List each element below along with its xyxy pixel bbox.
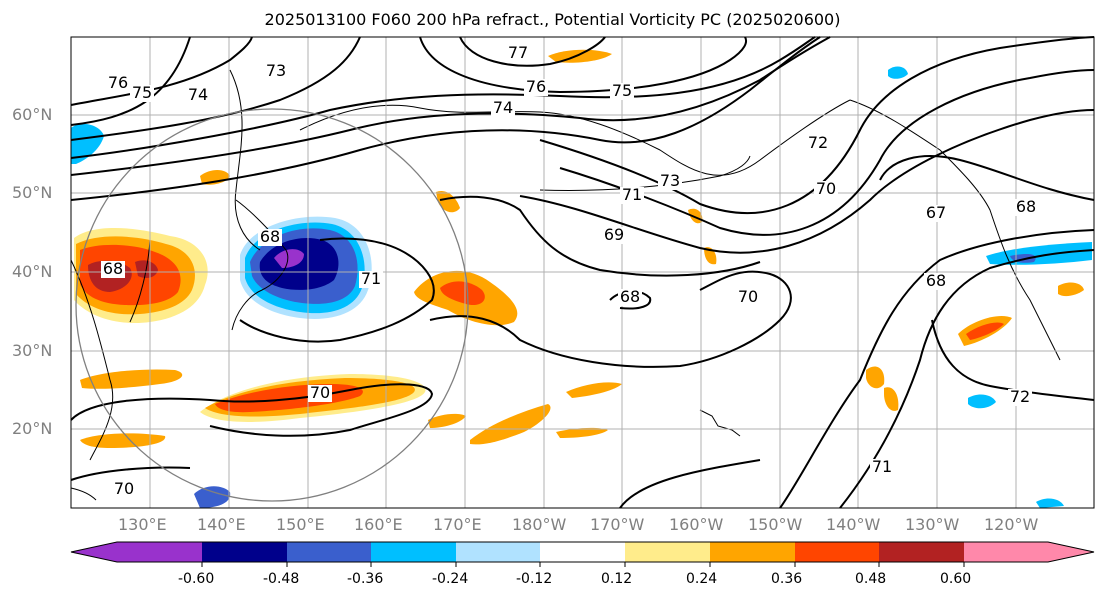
contour-label: 76 <box>526 77 546 96</box>
colorbar-tick-label: 0.60 <box>940 571 972 587</box>
latitude-label: 20°N <box>12 419 53 438</box>
contour-label: 68 <box>260 227 280 246</box>
contour-label-bg <box>1008 389 1032 406</box>
contour-label: 71 <box>872 457 892 476</box>
longitude-label: 140°W <box>826 515 881 534</box>
range-ring <box>75 108 469 502</box>
contour-label: 69 <box>604 225 624 244</box>
contour-label-bg <box>870 459 894 476</box>
colorbar-segment <box>879 542 964 562</box>
longitude-label: 160°E <box>354 515 403 534</box>
contour-label: 70 <box>310 383 330 402</box>
colorbar-tick-label: 0.36 <box>771 571 803 587</box>
longitude-label: 130°E <box>118 515 167 534</box>
contour-label-bg <box>924 205 948 222</box>
latitude-label: 60°N <box>12 105 53 124</box>
contour-label-bg <box>491 100 515 117</box>
longitude-label: 160°W <box>669 515 724 534</box>
contour-label: 72 <box>1010 387 1030 406</box>
colorbar-tick-label: 0.12 <box>601 571 633 587</box>
contour-label: 68 <box>1016 197 1036 216</box>
colorbar <box>70 541 1095 567</box>
colorbar-segment <box>540 542 625 562</box>
contour-label-bg <box>130 85 154 102</box>
colorbar-tick-label: -0.60 <box>178 571 215 587</box>
colorbar-tick-label: -0.36 <box>347 571 384 587</box>
contour-label-bg <box>620 187 644 204</box>
colorbar-segment <box>117 542 202 562</box>
colorbar-segment <box>795 542 879 562</box>
contour-label-bg <box>258 229 282 246</box>
colorbar-segment <box>371 542 456 562</box>
plot-frame <box>70 36 1095 509</box>
latitude-label: 50°N <box>12 183 53 202</box>
contour-label: 75 <box>612 81 632 100</box>
colorbar-tick-label: 0.48 <box>855 571 887 587</box>
contour-label: 76 <box>108 73 128 92</box>
colorbar-segment <box>287 542 371 562</box>
colorbar-segment <box>202 542 287 562</box>
longitude-label: 130°W <box>905 515 960 534</box>
colorbar-tick-label: 0.24 <box>686 571 718 587</box>
contour-label: 74 <box>493 98 513 117</box>
contour-label-bg <box>106 75 130 92</box>
colorbar-min-extend <box>71 542 117 562</box>
contour-label-bg <box>359 271 383 288</box>
colorbar-max-extend <box>1048 542 1094 562</box>
longitude-label: 170°E <box>433 515 482 534</box>
contour-label: 70 <box>816 179 836 198</box>
contour-label-bg <box>618 289 642 306</box>
contour-label-bg <box>610 83 634 100</box>
colorbar-tick-label: -0.24 <box>432 571 469 587</box>
contour-label-bg <box>112 481 136 498</box>
contour-label: 73 <box>266 61 286 80</box>
coastlines <box>70 69 1061 501</box>
contour-label-bg <box>308 385 332 402</box>
contour-label-bg <box>101 261 125 278</box>
contour-label: 70 <box>738 287 758 306</box>
contour-label: 68 <box>926 271 946 290</box>
colorbar-segment <box>710 542 795 562</box>
contour-label-bg <box>924 273 948 290</box>
contour-label-bg <box>186 87 210 104</box>
colorbar-segment <box>625 542 710 562</box>
contour-label-bg <box>658 173 682 190</box>
map-title: 2025013100 F060 200 hPa refract., Potent… <box>264 10 841 29</box>
contour-label: 75 <box>132 83 152 102</box>
longitude-label: 170°W <box>590 515 645 534</box>
contour-label-bg <box>806 135 830 152</box>
contour-label-bg <box>736 289 760 306</box>
longitude-label: 120°W <box>984 515 1039 534</box>
contour-label: 77 <box>508 43 528 62</box>
contour-label: 74 <box>188 85 208 104</box>
contour-label: 67 <box>926 203 946 222</box>
contour-label: 72 <box>808 133 828 152</box>
contour-label: 71 <box>622 185 642 204</box>
contour-label-bg <box>524 79 548 96</box>
contour-label: 73 <box>660 171 680 190</box>
contour-label: 70 <box>114 479 134 498</box>
colorbar-segment <box>456 542 540 562</box>
contour-label-bg <box>506 45 530 62</box>
longitude-label: 180°W <box>512 515 567 534</box>
contour-label-bg <box>264 63 288 80</box>
contour-label: 68 <box>103 259 123 278</box>
contour-label: 68 <box>620 287 640 306</box>
latitude-label: 40°N <box>12 262 53 281</box>
colorbar-tick-label: -0.48 <box>263 571 300 587</box>
longitude-label: 150°W <box>748 515 803 534</box>
contour-label: 71 <box>361 269 381 288</box>
colorbar-tick-label: -0.12 <box>516 571 553 587</box>
longitude-label: 150°E <box>276 515 325 534</box>
contour-label-bg <box>602 227 626 244</box>
contour-label-bg <box>814 181 838 198</box>
latitude-label: 30°N <box>12 341 53 360</box>
colorbar-segment <box>964 542 1048 562</box>
colorbar-outline <box>70 541 1095 563</box>
contour-label-bg <box>1014 199 1038 216</box>
refractivity-contours <box>70 36 1095 509</box>
longitude-label: 140°E <box>197 515 246 534</box>
